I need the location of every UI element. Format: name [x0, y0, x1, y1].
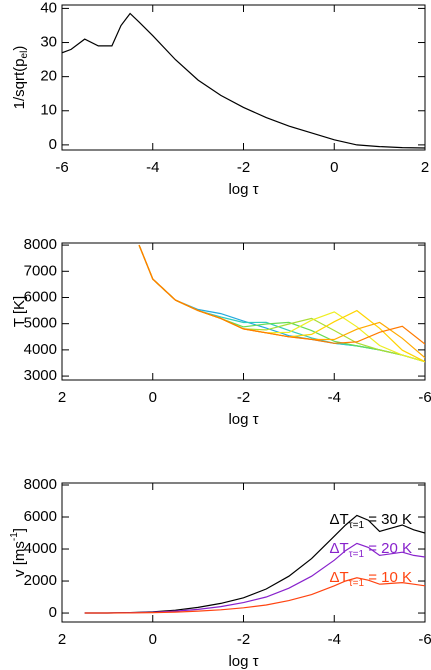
x-axis-label: log τ [228, 181, 258, 198]
x-tick-label: 0 [330, 159, 338, 176]
y-axis-label: 1/sqrt(pel) [11, 46, 30, 110]
y-axis-label-part: ] [11, 528, 28, 532]
y-axis-label: T [K] [11, 296, 28, 327]
annotation-subscript: τ=1 [349, 549, 365, 560]
y-tick-label: 8000 [24, 476, 57, 493]
line-series [138, 244, 425, 345]
y-tick-label: 7000 [24, 262, 57, 279]
annotation-suffix: = 20 K [364, 540, 412, 557]
y-axis-label-part: el [19, 51, 30, 59]
y-tick-label: 4000 [24, 540, 57, 557]
x-tick-label: 2 [58, 631, 66, 648]
y-axis-label-part: ) [11, 46, 28, 51]
annotation: ΔTτ=1 = 20 K [330, 540, 413, 560]
y-tick-label: 0 [49, 604, 57, 621]
x-tick-label: -4 [328, 389, 341, 406]
x-axis-label: log τ [228, 653, 258, 670]
x-tick-label: -2 [237, 389, 250, 406]
plot-frame [61, 4, 426, 151]
y-tick-label: 8000 [24, 236, 57, 253]
x-tick-label: 0 [149, 389, 157, 406]
annotation-prefix: ΔT [330, 540, 349, 557]
annotation-suffix: = 30 K [364, 511, 412, 528]
annotation-subscript: τ=1 [349, 520, 365, 531]
y-tick-label: 3000 [24, 367, 57, 384]
annotation: ΔTτ=1 = 30 K [330, 511, 413, 531]
y-tick-label: 10 [40, 102, 57, 119]
x-tick-label: 0 [149, 631, 157, 648]
x-axis-label: log τ [228, 411, 258, 428]
y-tick-label: 6000 [24, 288, 57, 305]
annotation-suffix: = 10 K [364, 569, 412, 586]
line-series [62, 12, 425, 149]
x-tick-label: -6 [55, 159, 68, 176]
x-tick-label: -6 [418, 389, 431, 406]
x-tick-label: -4 [146, 159, 159, 176]
y-tick-label: 4000 [24, 341, 57, 358]
y-tick-label: 2000 [24, 572, 57, 589]
line-series [84, 577, 425, 614]
annotation-prefix: ΔT [330, 569, 349, 586]
y-tick-label: 5000 [24, 315, 57, 332]
line-series [138, 244, 425, 359]
y-tick-label: 6000 [24, 508, 57, 525]
y-tick-label: 0 [49, 136, 57, 153]
x-tick-label: -2 [237, 631, 250, 648]
x-tick-label: -4 [328, 631, 341, 648]
y-axis-label: v [ms-1] [9, 528, 28, 577]
annotation: ΔTτ=1 = 10 K [330, 569, 413, 589]
y-tick-label: 20 [40, 68, 57, 85]
y-axis-label-part: T [K] [11, 296, 28, 327]
x-tick-label: -6 [418, 631, 431, 648]
y-tick-label: 30 [40, 33, 57, 50]
x-tick-label: 2 [58, 389, 66, 406]
plot-frame [61, 242, 426, 381]
x-tick-label: -2 [237, 159, 250, 176]
line-series [84, 514, 425, 614]
x-tick-label: 2 [421, 159, 429, 176]
y-tick-label: 40 [40, 0, 57, 16]
annotation-prefix: ΔT [330, 511, 349, 528]
y-axis-label-part: 1/sqrt(p [11, 58, 28, 109]
y-axis-label-part: v [ms [11, 541, 28, 577]
y-axis-label-part: -1 [9, 532, 20, 541]
annotation-subscript: τ=1 [349, 578, 365, 589]
